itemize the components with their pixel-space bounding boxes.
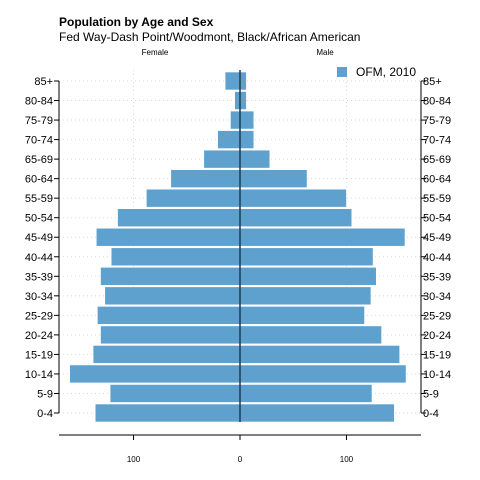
- age-label-left: 35-39: [25, 271, 53, 283]
- age-label-right: 75-79: [423, 115, 451, 127]
- legend-swatch: [337, 67, 347, 77]
- age-label-right: 15-19: [423, 349, 451, 361]
- bar-female-25-29: [97, 306, 241, 325]
- bar-male-30-34: [239, 286, 372, 306]
- age-label-right: 40-44: [423, 252, 451, 264]
- bar-female-75-79: [230, 110, 241, 130]
- age-label-right: 65-69: [423, 154, 451, 166]
- bar-male-55-59: [239, 188, 347, 208]
- age-label-left: 45-49: [25, 232, 53, 244]
- x-tick-label: 100: [340, 455, 354, 464]
- age-label-left: 20-24: [25, 330, 53, 342]
- age-label-left: 55-59: [25, 193, 53, 205]
- bar-male-15-19: [239, 345, 401, 364]
- age-label-left: 70-74: [25, 135, 53, 147]
- bar-male-50-54: [239, 208, 353, 228]
- age-label-right: 60-64: [423, 174, 451, 186]
- bar-female-30-34: [104, 286, 241, 306]
- bars: [69, 70, 407, 423]
- bar-female-65-69: [203, 149, 241, 169]
- bar-male-40-44: [239, 247, 374, 267]
- age-label-right: 70-74: [423, 135, 451, 147]
- bar-female-70-74: [217, 130, 241, 149]
- age-label-left: 85+: [34, 76, 53, 88]
- age-label-left: 50-54: [25, 213, 53, 225]
- bar-male-80-84: [239, 91, 247, 110]
- bar-female-85+: [224, 71, 241, 91]
- male-label: Male: [316, 48, 334, 57]
- bar-male-10-14: [239, 364, 407, 384]
- bar-male-65-69: [239, 149, 271, 169]
- bar-female-0-4: [94, 403, 241, 423]
- age-label-right: 85+: [423, 76, 442, 88]
- bar-male-85+: [239, 71, 247, 91]
- age-label-left: 10-14: [25, 369, 53, 381]
- bar-female-50-54: [117, 208, 241, 228]
- bar-male-60-64: [239, 169, 308, 188]
- bar-male-45-49: [239, 227, 406, 247]
- age-label-right: 25-29: [423, 310, 451, 322]
- bar-female-40-44: [110, 247, 241, 267]
- x-tick-label: 100: [127, 455, 141, 464]
- age-label-left: 60-64: [25, 174, 53, 186]
- bar-female-45-49: [95, 227, 241, 247]
- age-label-right: 50-54: [423, 213, 451, 225]
- age-label-right: 45-49: [423, 232, 451, 244]
- age-label-left: 65-69: [25, 154, 53, 166]
- bar-male-75-79: [239, 110, 255, 130]
- bar-male-0-4: [239, 403, 395, 423]
- age-label-left: 0-4: [37, 408, 53, 420]
- age-label-left: 15-19: [25, 349, 53, 361]
- age-label-right: 20-24: [423, 330, 451, 342]
- legend-entry: OFM, 2010: [356, 65, 416, 79]
- age-label-left: 25-29: [25, 310, 53, 322]
- bar-male-35-39: [239, 266, 377, 286]
- axes: 0-4 0-4 5-9 5-9 10-14 10-14 15-19 15-19 20-24 20-…: [25, 76, 451, 464]
- bar-female-20-24: [100, 325, 241, 345]
- age-label-right: 30-34: [423, 291, 451, 303]
- bar-female-55-59: [146, 188, 241, 208]
- age-label-left: 40-44: [25, 252, 53, 264]
- age-label-right: 80-84: [423, 96, 451, 108]
- age-label-left: 75-79: [25, 115, 53, 127]
- age-label-right: 35-39: [423, 271, 451, 283]
- age-label-right: 10-14: [423, 369, 451, 381]
- x-tick-label: 0: [238, 455, 243, 464]
- age-label-right: 0-4: [423, 408, 439, 420]
- age-label-right: 55-59: [423, 193, 451, 205]
- age-label-left: 30-34: [25, 291, 53, 303]
- female-label: Female: [142, 48, 169, 57]
- legend: OFM, 2010: [337, 65, 416, 79]
- bar-female-60-64: [170, 169, 241, 188]
- age-label-left: 5-9: [37, 388, 53, 400]
- age-label-right: 5-9: [423, 388, 439, 400]
- bar-female-80-84: [234, 91, 241, 110]
- bar-female-10-14: [69, 364, 241, 384]
- bar-male-5-9: [239, 384, 373, 403]
- bar-female-5-9: [109, 384, 241, 403]
- bar-female-15-19: [92, 345, 241, 364]
- age-label-left: 80-84: [25, 96, 53, 108]
- bar-male-20-24: [239, 325, 382, 345]
- bar-female-35-39: [100, 266, 241, 286]
- chart-title: Population by Age and Sex: [59, 15, 214, 29]
- chart-subtitle: Fed Way-Dash Point/Woodmont, Black/Afric…: [59, 30, 360, 44]
- bar-male-70-74: [239, 130, 255, 149]
- bar-male-25-29: [239, 306, 365, 325]
